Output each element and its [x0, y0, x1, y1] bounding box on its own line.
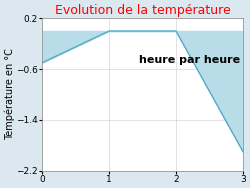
- Title: Evolution de la température: Evolution de la température: [55, 4, 231, 17]
- Text: heure par heure: heure par heure: [139, 55, 240, 65]
- Y-axis label: Température en °C: Température en °C: [4, 49, 15, 140]
